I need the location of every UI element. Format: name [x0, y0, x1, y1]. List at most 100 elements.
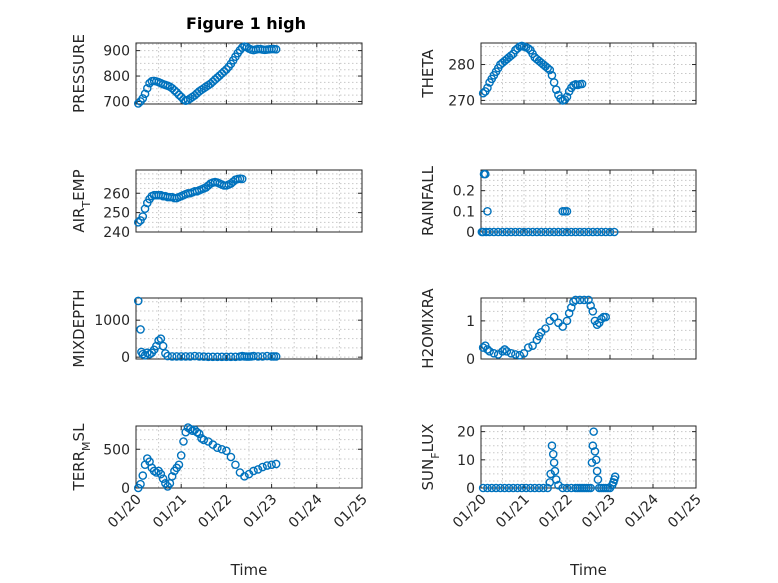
data-point — [592, 320, 602, 329]
data-point — [526, 483, 535, 493]
data-point — [489, 348, 499, 358]
subplot-3: 240 250 260 AIRTEMP — [70, 169, 363, 241]
data-point — [567, 303, 576, 312]
data-point — [500, 345, 509, 354]
data-point — [167, 472, 177, 481]
data-point — [140, 89, 150, 99]
data-point — [549, 458, 559, 467]
data-series — [478, 295, 611, 360]
data-point — [528, 341, 537, 350]
data-point — [551, 475, 561, 484]
subplot-4: 0 0.1 0.2 RAINFALL — [419, 165, 697, 241]
data-point — [506, 348, 516, 358]
data-point — [485, 347, 494, 356]
data-point — [192, 427, 202, 437]
data-point — [597, 227, 606, 237]
data-point — [589, 427, 598, 436]
axes-box — [480, 297, 697, 360]
x-tick-label: 01/24 — [286, 491, 326, 531]
data-series — [478, 427, 620, 493]
data-point — [562, 316, 572, 326]
data-point — [136, 479, 145, 489]
data-point — [590, 447, 600, 456]
data-point — [511, 350, 520, 359]
data-point — [172, 88, 181, 97]
axes-box — [135, 425, 363, 489]
data-point — [152, 468, 161, 477]
data-point — [575, 295, 585, 305]
data-point — [231, 460, 240, 470]
data-point — [567, 227, 576, 237]
y-axis-label: PRESSURE — [70, 34, 88, 113]
data-point — [586, 301, 595, 310]
data-point — [170, 85, 179, 95]
y-axis-label: AIRTEMP — [70, 169, 93, 232]
data-series — [478, 41, 587, 105]
data-point — [249, 351, 258, 361]
data-point — [181, 352, 191, 361]
data-point — [156, 334, 166, 343]
y-tick-label: 260 — [103, 186, 130, 202]
data-point — [517, 483, 527, 493]
data-point — [586, 483, 595, 493]
data-point — [546, 469, 555, 479]
data-point — [253, 465, 263, 474]
data-point — [547, 441, 557, 451]
y-axis-label: THETA — [419, 49, 437, 99]
x-tick-label: 01/24 — [622, 491, 662, 531]
data-point — [237, 174, 247, 184]
data-point — [545, 65, 555, 75]
data-point — [597, 314, 606, 324]
data-point — [564, 308, 574, 318]
data-point — [138, 212, 148, 221]
data-point — [158, 341, 168, 351]
data-point — [588, 441, 598, 451]
data-point — [498, 347, 507, 356]
data-point — [519, 348, 529, 358]
data-point — [502, 347, 512, 356]
data-point — [271, 459, 281, 469]
data-point — [194, 352, 204, 361]
data-point — [587, 458, 597, 467]
data-point — [539, 483, 548, 493]
data-point — [222, 446, 231, 456]
x-tick-label: 01/23 — [241, 492, 281, 532]
data-point — [524, 44, 533, 53]
y-tick-label: 800 — [103, 69, 130, 85]
data-point — [577, 79, 587, 89]
y-tick-label: 0 — [466, 225, 475, 241]
axes-box — [480, 42, 697, 105]
data-series — [133, 174, 247, 227]
data-point — [541, 227, 550, 237]
data-point — [550, 466, 560, 476]
data-point — [593, 475, 603, 484]
y-tick-label: 0.2 — [453, 184, 475, 200]
x-tick-label: 01/22 — [195, 492, 235, 532]
data-point — [508, 483, 518, 493]
data-point — [154, 336, 163, 345]
data-point — [506, 51, 516, 60]
data-point — [548, 449, 558, 459]
data-point — [610, 227, 619, 237]
x-tick-label: 01/20 — [450, 492, 490, 532]
y-tick-label: 0 — [466, 352, 475, 368]
data-point — [534, 483, 544, 493]
subplot-1: 700 800 900 PRESSURE — [70, 34, 363, 113]
data-point — [172, 352, 181, 361]
data-point — [543, 63, 552, 73]
data-point — [506, 227, 516, 237]
data-point — [541, 324, 550, 333]
data-point — [592, 466, 602, 476]
y-axis-label: H2OMIXRA — [419, 288, 437, 369]
data-point — [562, 207, 572, 216]
data-point — [156, 469, 166, 479]
data-point — [483, 83, 492, 93]
data-point — [478, 227, 488, 237]
data-point — [176, 451, 186, 460]
data-point — [554, 480, 563, 490]
data-point — [158, 474, 168, 484]
x-tick-label: 01/21 — [150, 492, 190, 532]
data-point — [199, 352, 209, 361]
data-point — [530, 483, 540, 493]
